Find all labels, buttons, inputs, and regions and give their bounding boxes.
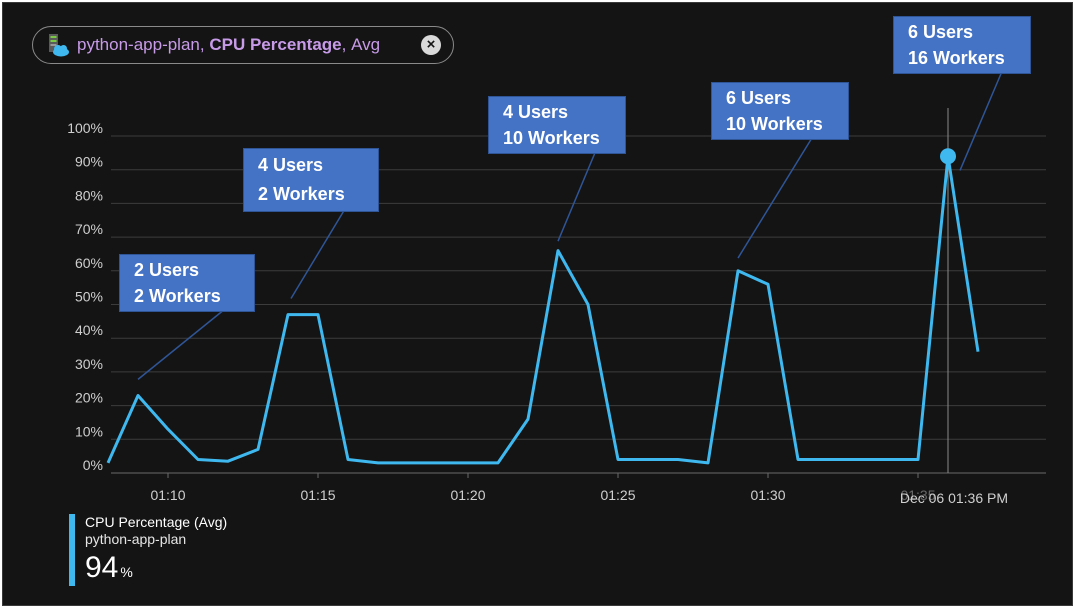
data-point <box>137 394 140 397</box>
data-point <box>647 458 650 461</box>
annotation-workers: 10 Workers <box>726 114 823 134</box>
data-point <box>167 428 170 431</box>
y-tick-label: 100% <box>67 120 103 136</box>
annotation-users: 6 Users <box>908 22 974 42</box>
data-point <box>827 458 830 461</box>
data-point <box>437 461 440 464</box>
pill-metric-name: CPU Percentage <box>209 35 342 54</box>
data-point <box>257 448 260 451</box>
data-point <box>617 458 620 461</box>
annotation-leader-line <box>557 147 598 242</box>
legend-value-unit: % <box>120 564 133 580</box>
data-point <box>977 350 980 353</box>
annotation-users: 6 Users <box>726 88 792 108</box>
annotation-users: 4 Users <box>503 102 569 122</box>
highlight-point-marker <box>940 148 956 165</box>
x-tick-label: 01:20 <box>450 487 485 503</box>
annotation-workers: 16 Workers <box>908 48 1005 68</box>
hover-cursor-timestamp: Dec 06 01:36 PM <box>900 490 1008 506</box>
data-point <box>677 458 680 461</box>
y-tick-label: 80% <box>75 187 103 203</box>
data-point <box>707 461 710 464</box>
y-tick-label: 20% <box>75 390 103 406</box>
y-tick-label: 70% <box>75 221 103 237</box>
y-tick-label: 90% <box>75 154 103 170</box>
data-point <box>377 461 380 464</box>
data-point <box>347 458 350 461</box>
x-tick-label: 01:30 <box>750 487 785 503</box>
annotation-callout: 2 Users 2 Workers <box>119 254 255 312</box>
annotation-leader-line <box>137 308 226 380</box>
data-point <box>317 313 320 316</box>
annotation-callout: 4 Users 10 Workers <box>488 96 626 154</box>
data-point <box>587 303 590 306</box>
y-tick-label: 0% <box>83 457 103 473</box>
data-point <box>557 249 560 252</box>
data-point <box>917 458 920 461</box>
x-tick-label: 01:15 <box>300 487 335 503</box>
y-tick-label: 60% <box>75 255 103 271</box>
annotation-workers: 2 Workers <box>258 184 345 204</box>
x-tick-label: 01:35 <box>900 487 935 503</box>
legend-value-number: 94 <box>85 551 119 584</box>
pill-separator: , <box>199 35 205 54</box>
y-tick-label: 30% <box>75 356 103 372</box>
data-point <box>227 460 230 463</box>
remove-metric-close-icon[interactable]: × <box>421 35 441 55</box>
data-point <box>287 313 290 316</box>
data-point <box>497 461 500 464</box>
data-point <box>737 269 740 272</box>
legend-value: 94% <box>85 550 227 590</box>
annotation-workers: 10 Workers <box>503 128 600 148</box>
data-point <box>467 461 470 464</box>
x-tick-label: 01:10 <box>150 487 185 503</box>
data-point <box>107 461 110 464</box>
chart-legend[interactable]: CPU Percentage (Avg) python-app-plan 94% <box>69 514 227 586</box>
data-point <box>767 283 770 286</box>
annotation-callout: 4 Users 2 Workers <box>243 148 379 212</box>
pill-aggregation: Avg <box>351 35 381 54</box>
series-line-cpu-percentage <box>106 154 980 465</box>
legend-resource-name: python-app-plan <box>85 531 187 547</box>
annotation-leader-line <box>737 132 816 259</box>
annotation-leader-line <box>290 198 352 299</box>
annotation-users: 2 Users <box>134 260 200 280</box>
data-point <box>887 458 890 461</box>
annotation-callout: 6 Users 10 Workers <box>711 82 849 140</box>
metric-filter-pill[interactable]: python-app-plan, CPU Percentage, Avg × <box>32 26 454 64</box>
data-point <box>197 458 200 461</box>
data-point <box>797 458 800 461</box>
pill-resource-name: python-app-plan <box>77 35 200 54</box>
y-tick-label: 40% <box>75 322 103 338</box>
annotation-users: 4 Users <box>258 155 324 175</box>
data-point <box>527 418 530 421</box>
y-tick-label: 10% <box>75 423 103 439</box>
annotation-callout: 6 Users 16 Workers <box>893 16 1031 74</box>
legend-metric-name: CPU Percentage (Avg) <box>85 514 228 530</box>
annotation-leader-line <box>959 68 1004 171</box>
x-tick-label: 01:25 <box>600 487 635 503</box>
y-tick-label: 50% <box>75 289 103 305</box>
data-point <box>857 458 860 461</box>
cpu-line-chart[interactable]: 0% 10% 20% 30% 40% 50% 60% 70% 80% 90% 100% 01:10 01… <box>3 3 1072 605</box>
app-service-plan-icon <box>49 34 69 57</box>
data-point <box>407 461 410 464</box>
pill-separator: , <box>341 35 347 54</box>
annotation-workers: 2 Workers <box>134 286 221 306</box>
